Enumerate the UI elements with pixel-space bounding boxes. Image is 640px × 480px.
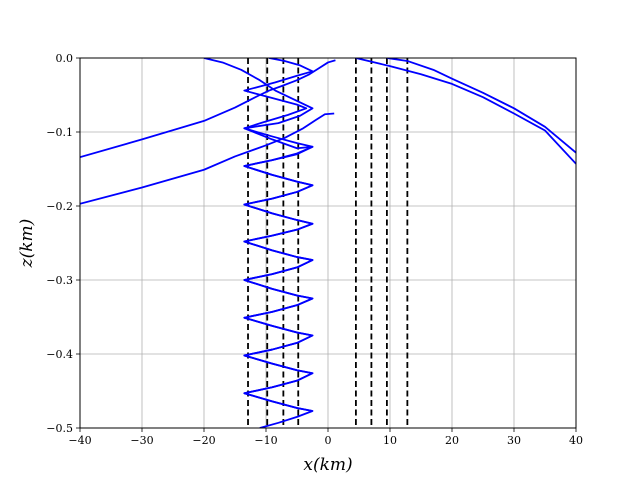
x-tick-label: −40: [68, 434, 91, 447]
plot-area: [80, 58, 576, 428]
y-tick-label: 0.0: [56, 52, 74, 65]
x-axis-label: x(km): [303, 455, 352, 475]
y-tick-label: −0.3: [46, 274, 73, 287]
x-tick-label: 20: [445, 434, 459, 447]
x-tick-label: −10: [254, 434, 277, 447]
x-axis-label-text: x(km): [303, 455, 352, 475]
y-axis-label-text: z(km): [17, 219, 37, 269]
series-line: [80, 112, 335, 205]
y-tick-label: −0.1: [46, 126, 73, 139]
x-tick-label: −30: [130, 434, 153, 447]
x-axis-ticks: −40 −30 −20 −10 0 10 20 30 40: [68, 428, 583, 447]
series-line: [80, 59, 336, 159]
y-tick-label: −0.5: [46, 422, 73, 435]
series-line: [355, 58, 576, 165]
x-tick-label: 40: [569, 434, 583, 447]
grid: [79, 57, 577, 429]
series-line: [243, 58, 314, 412]
x-tick-label: 0: [325, 434, 332, 447]
y-axis-ticks: 0.0 −0.1 −0.2 −0.3 −0.4 −0.5: [46, 52, 80, 435]
series-group: [80, 58, 576, 428]
series-line: [386, 58, 576, 154]
x-tick-label: 30: [507, 434, 521, 447]
x-tick-label: −20: [192, 434, 215, 447]
y-tick-label: −0.2: [46, 200, 73, 213]
y-axis-label: z(km): [17, 219, 37, 269]
vertical-dashed-lines: [247, 58, 409, 428]
y-tick-label: −0.4: [46, 348, 73, 361]
x-tick-label: 10: [383, 434, 397, 447]
